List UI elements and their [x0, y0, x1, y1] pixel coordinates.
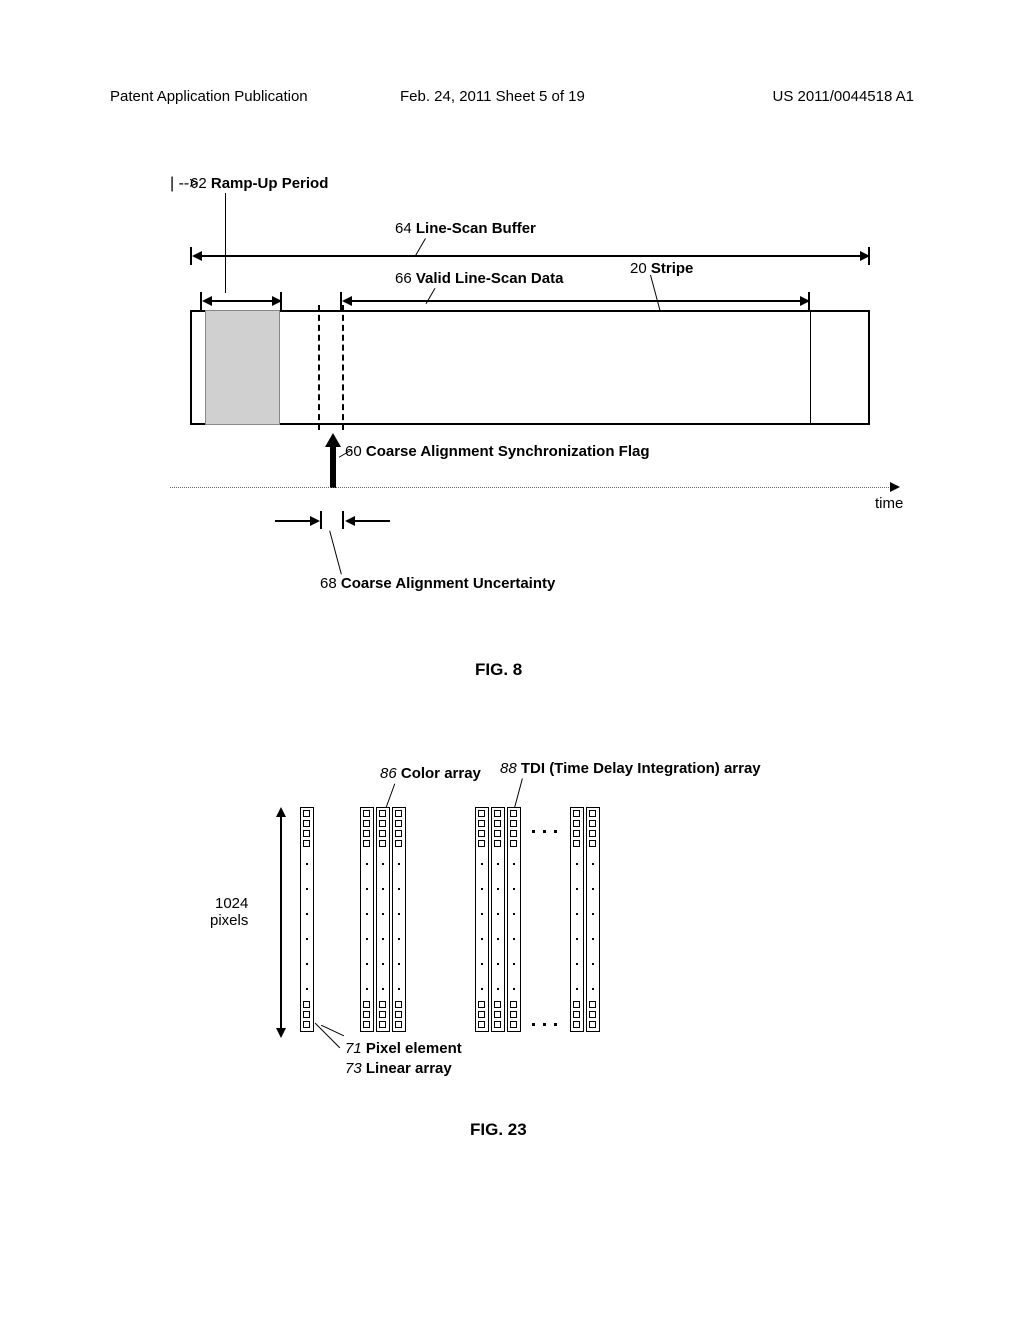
uncert-tick-l	[320, 511, 322, 529]
tdi-col-a2	[491, 807, 505, 1032]
uncert-arrow-l-head	[310, 516, 320, 526]
label-linescan-buffer: 64 Line-Scan Buffer	[395, 220, 536, 237]
sync-flag-stem	[330, 443, 336, 488]
pixel-height-bot	[276, 1028, 286, 1038]
tdi-col-b1	[570, 807, 584, 1032]
time-axis-head	[890, 482, 900, 492]
stripe-rect	[190, 310, 870, 425]
tdi-col-a1	[475, 807, 489, 1032]
valid-arrow	[348, 300, 803, 302]
uncert-tick-r	[342, 511, 344, 529]
color-col-3	[392, 807, 406, 1032]
header-right: US 2011/0044518 A1	[772, 88, 914, 105]
time-axis	[170, 487, 895, 488]
uncert-arrow-l	[275, 520, 313, 522]
label-pixel-element: 71 Pixel element	[345, 1040, 462, 1057]
sync-flag-head	[325, 433, 341, 447]
dashed-left	[318, 305, 320, 430]
tdi-hdots-bot	[528, 1013, 561, 1017]
fig23-caption: FIG. 23	[470, 1120, 527, 1140]
fig8-caption: FIG. 8	[475, 660, 522, 680]
color-col-2	[376, 807, 390, 1032]
label-tdi-array: 88 TDI (Time Delay Integration) array	[500, 760, 761, 777]
buffer-arrow-r	[860, 251, 870, 261]
leader-pixel-element	[321, 1025, 344, 1036]
label-1024-pixels: 1024 pixels	[210, 895, 248, 929]
leader-linear-array	[315, 1023, 340, 1048]
leader-uncertainty	[329, 531, 342, 575]
pixel-height-line	[280, 815, 282, 1030]
color-col-1	[360, 807, 374, 1032]
dashed-right	[342, 305, 344, 430]
valid-divider	[810, 312, 811, 423]
rampup-arrow	[208, 300, 275, 302]
uncert-arrow-r	[352, 520, 390, 522]
header-center: Feb. 24, 2011 Sheet 5 of 19	[400, 88, 585, 105]
label-stripe: 20 Stripe	[630, 260, 693, 277]
rampup-arrow-r	[272, 296, 282, 306]
rampup-rect	[205, 310, 280, 425]
pixel-height-top	[276, 807, 286, 817]
rampup-arrow-l	[202, 296, 212, 306]
tdi-hdots-top	[528, 820, 561, 824]
linear-array-col	[300, 807, 314, 1032]
leader-color-array	[386, 784, 395, 808]
label-time: time	[875, 495, 903, 512]
valid-arrow-r	[800, 296, 810, 306]
label-valid-data: 66 Valid Line-Scan Data	[395, 270, 563, 287]
header-left: Patent Application Publication	[110, 88, 308, 105]
leader-linescan-buffer	[415, 238, 426, 256]
tdi-col-b2	[586, 807, 600, 1032]
buffer-arrow	[198, 255, 863, 257]
tdi-col-a3	[507, 807, 521, 1032]
label-rampup: 62 Ramp-Up Period	[190, 175, 328, 192]
figure-8: 62 Ramp-Up Period 64 Line-Scan Buffer 66…	[170, 175, 910, 655]
label-sync-flag: 60 Coarse Alignment Synchronization Flag	[345, 443, 650, 460]
figure-23: 86 Color array 88 TDI (Time Delay Integr…	[230, 765, 790, 1145]
label-color-array: 86 Color array	[380, 765, 481, 782]
patent-header: Patent Application Publication Feb. 24, …	[0, 88, 1024, 105]
leader-tdi-array	[514, 778, 523, 807]
label-uncertainty: 68 Coarse Alignment Uncertainty	[320, 575, 555, 592]
uncert-arrow-r-head	[345, 516, 355, 526]
label-linear-array: 73 Linear array	[345, 1060, 452, 1077]
buffer-arrow-l	[192, 251, 202, 261]
leader-rampup	[225, 193, 226, 293]
